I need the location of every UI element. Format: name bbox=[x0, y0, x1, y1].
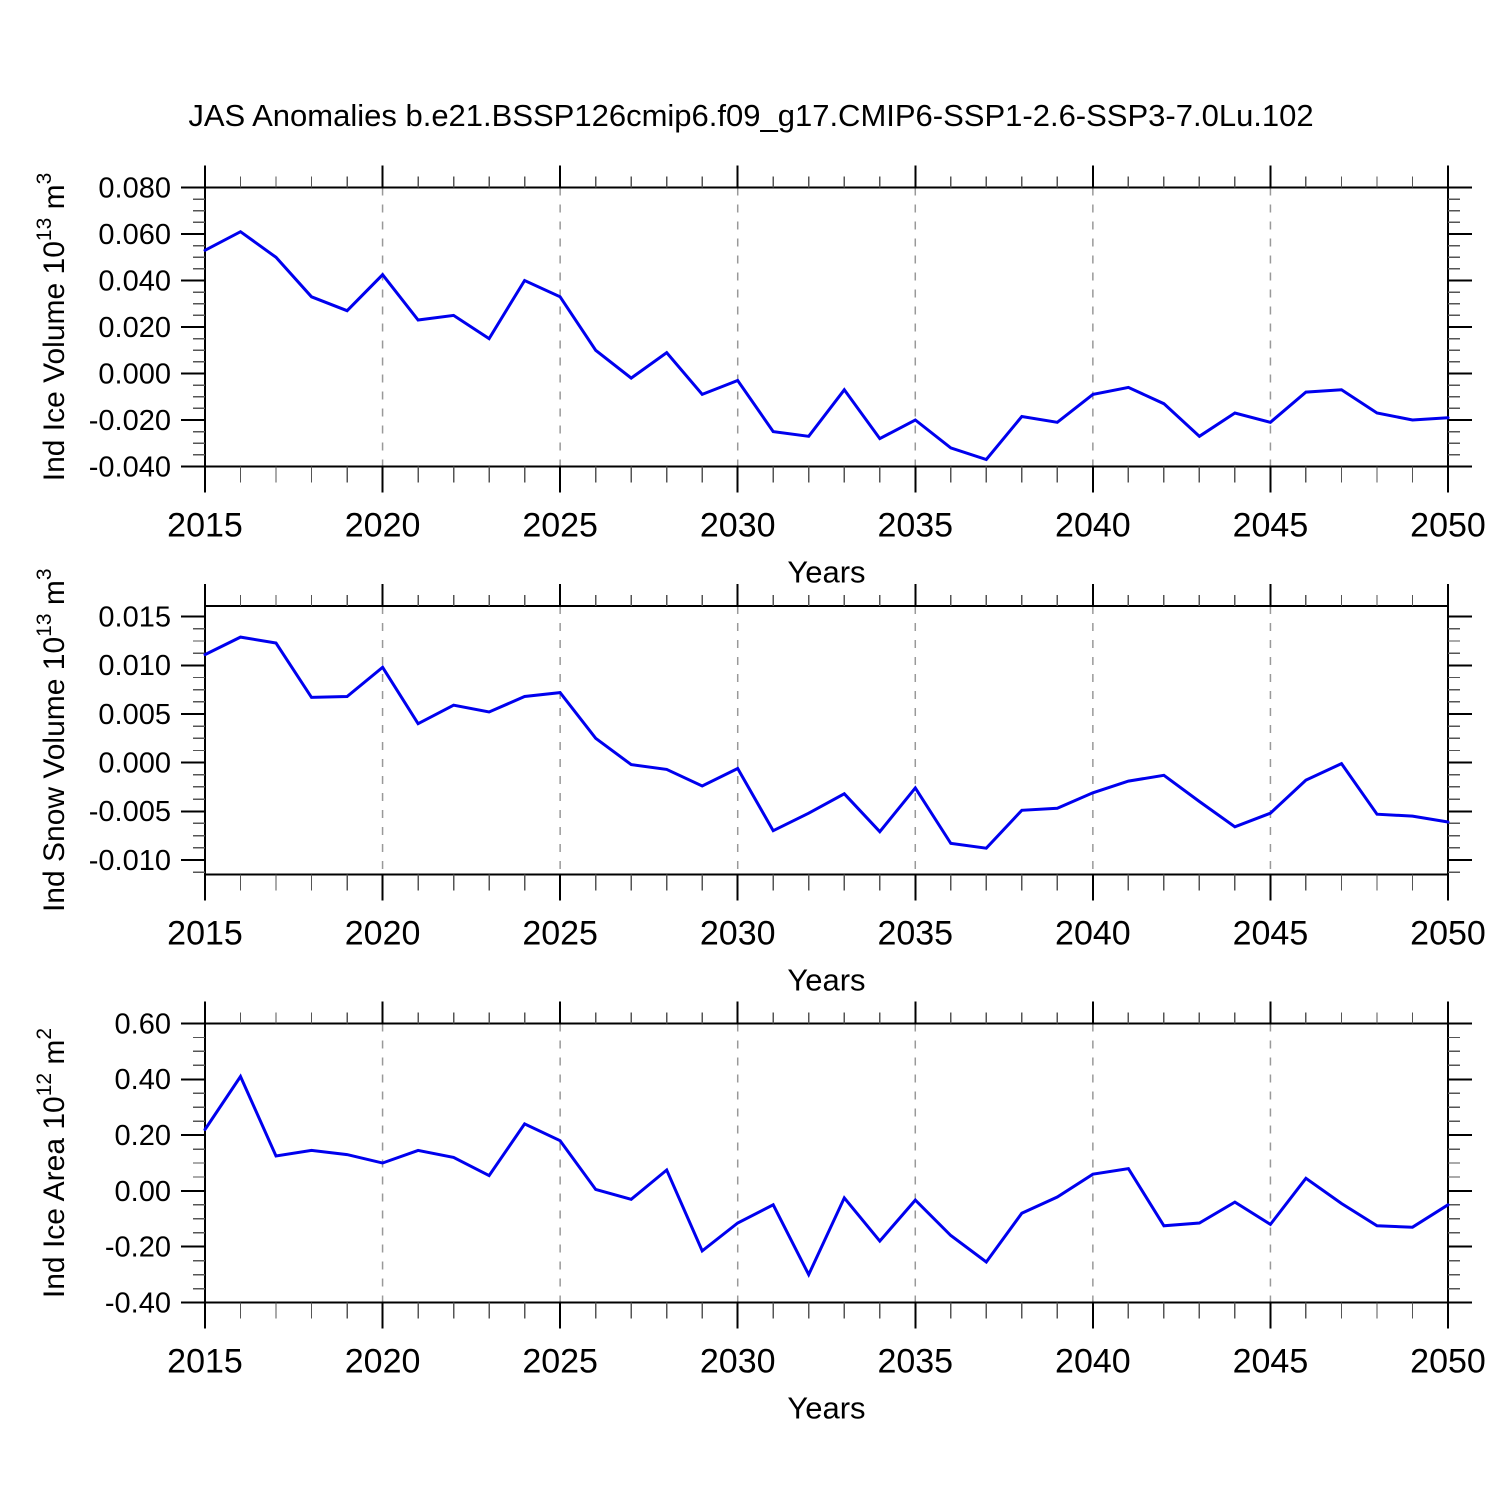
y-tick-label: 0.005 bbox=[98, 699, 171, 731]
y-tick-label: 0.20 bbox=[115, 1120, 171, 1152]
x-tick-label: 2015 bbox=[167, 1343, 243, 1381]
x-axis-label: Years bbox=[787, 963, 865, 998]
x-tick-label: 2045 bbox=[1233, 915, 1309, 953]
y-tick-label: 0.020 bbox=[98, 312, 171, 344]
panel-ind-ice-volume: 0.080 0.060 0.040 0.020 0.000 -0.020 -0.040 201… bbox=[33, 165, 1486, 590]
x-tick-label: 2040 bbox=[1055, 915, 1131, 953]
plot-border bbox=[204, 605, 1449, 876]
x-tick-label: 2035 bbox=[877, 1343, 953, 1381]
data-line-ind-ice-volume bbox=[203, 229, 1450, 462]
data-line-ind-ice-area bbox=[203, 1073, 1450, 1279]
panel-ind-ice-area: 0.60 0.40 0.20 0.00 -0.20 -0.40 2015 2020 2025 20… bbox=[33, 1001, 1486, 1426]
x-tick-label: 2015 bbox=[167, 507, 243, 545]
x-tick-label: 2040 bbox=[1055, 1343, 1131, 1381]
x-tick-label: 2025 bbox=[522, 507, 598, 545]
y-tick-label: -0.010 bbox=[89, 845, 171, 877]
x-tick-label: 2020 bbox=[345, 915, 421, 953]
y-tick-label: 0.010 bbox=[98, 650, 171, 682]
y-tick-label: 0.060 bbox=[98, 219, 171, 251]
x-tick-label: 2030 bbox=[700, 915, 776, 953]
y-tick-label: -0.40 bbox=[105, 1287, 171, 1319]
y-tick-label: -0.040 bbox=[89, 451, 171, 483]
y-tick-label: -0.005 bbox=[89, 796, 171, 828]
x-tick-label: 2035 bbox=[877, 507, 953, 545]
y-axis-label: Ind Ice Area 1012 m2 bbox=[33, 1028, 71, 1298]
x-tick-label: 2045 bbox=[1233, 507, 1309, 545]
y-tick-label: 0.00 bbox=[115, 1176, 171, 1208]
x-tick-label: 2025 bbox=[522, 1343, 598, 1381]
x-tick-label: 2030 bbox=[700, 507, 776, 545]
y-tick-label: 0.080 bbox=[98, 172, 171, 204]
y-tick-label: 0.000 bbox=[98, 747, 171, 779]
x-tick-label: 2050 bbox=[1410, 1343, 1486, 1381]
x-tick-label: 2050 bbox=[1410, 507, 1486, 545]
x-axis-label: Years bbox=[787, 1391, 865, 1426]
y-tick-label: 0.000 bbox=[98, 358, 171, 390]
data-line-ind-snow-volume bbox=[203, 635, 1450, 850]
plot-border bbox=[204, 186, 1449, 468]
figure-title: JAS Anomalies b.e21.BSSP126cmip6.f09_g17… bbox=[188, 98, 1313, 133]
y-tick-label: 0.60 bbox=[115, 1008, 171, 1040]
x-tick-label: 2025 bbox=[522, 915, 598, 953]
x-tick-label: 2015 bbox=[167, 915, 243, 953]
y-tick-label: 0.015 bbox=[98, 602, 171, 634]
y-tick-label: -0.020 bbox=[89, 405, 171, 437]
y-tick-label: 0.040 bbox=[98, 265, 171, 297]
x-tick-label: 2040 bbox=[1055, 507, 1131, 545]
x-axis-label: Years bbox=[787, 555, 865, 590]
y-axis-label: Ind Ice Volume 1013 m3 bbox=[33, 173, 71, 482]
panel-ind-snow-volume: 0.015 0.010 0.005 0.000 -0.005 -0.010 2015 2020… bbox=[33, 568, 1486, 997]
x-tick-label: 2050 bbox=[1410, 915, 1486, 953]
x-tick-label: 2045 bbox=[1233, 1343, 1309, 1381]
y-tick-label: 0.40 bbox=[115, 1064, 171, 1096]
x-tick-label: 2020 bbox=[345, 1343, 421, 1381]
y-axis-label: Ind Snow Volume 1013 m3 bbox=[33, 568, 71, 912]
y-tick-label: -0.20 bbox=[105, 1232, 171, 1264]
x-tick-label: 2030 bbox=[700, 1343, 776, 1381]
x-tick-label: 2020 bbox=[345, 507, 421, 545]
x-tick-label: 2035 bbox=[877, 915, 953, 953]
plot-border bbox=[204, 1022, 1449, 1304]
